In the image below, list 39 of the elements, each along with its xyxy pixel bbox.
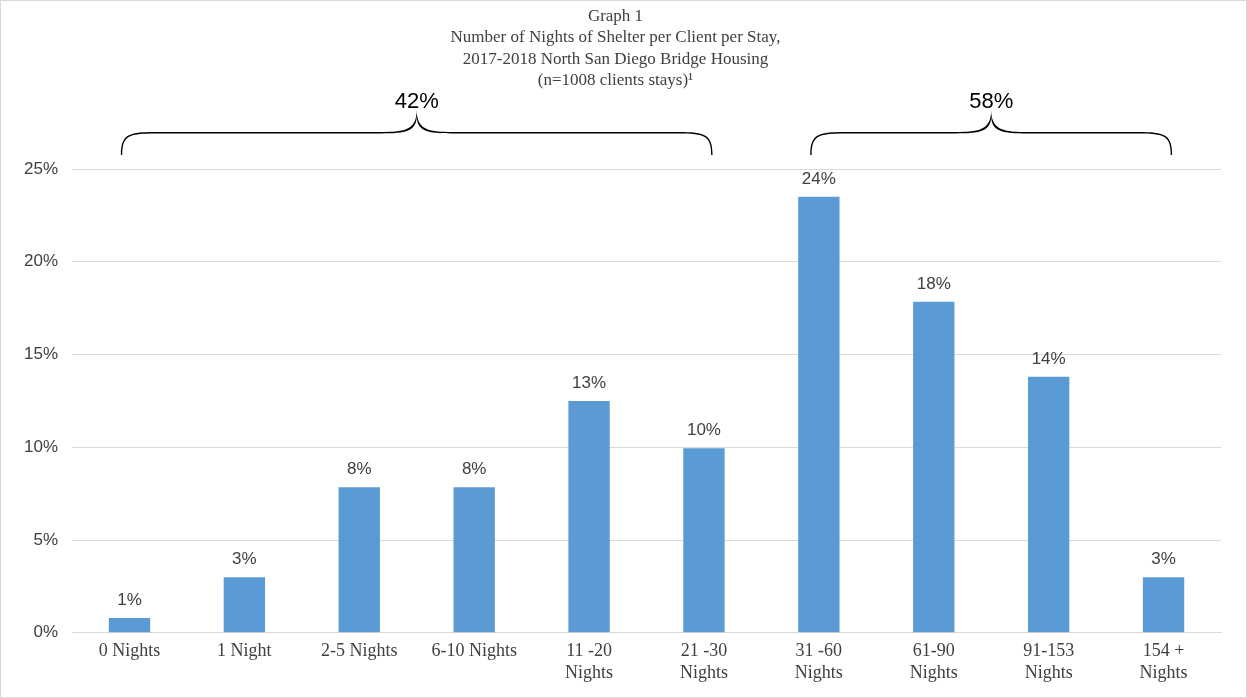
data-label: 18% xyxy=(916,273,951,293)
y-tick-label: 20% xyxy=(23,251,59,271)
x-tick-label: 31 -60 Nights xyxy=(794,640,843,682)
y-tick-label: 0% xyxy=(33,622,59,642)
x-tick-label: 1 Night xyxy=(217,640,272,661)
bar xyxy=(223,577,266,633)
x-tick-label: 6-10 Nights xyxy=(431,640,517,661)
bar xyxy=(683,448,725,633)
data-label: 10% xyxy=(686,420,721,440)
bar xyxy=(913,301,955,633)
x-tick-label: 21 -30 Nights xyxy=(679,640,728,682)
x-tick-label: 0 Nights xyxy=(98,640,161,661)
x-tick-label: 61-90 Nights xyxy=(909,640,958,682)
y-tick-label: 15% xyxy=(23,344,59,364)
data-label: 3% xyxy=(232,549,257,569)
bar xyxy=(108,617,151,633)
x-tick-label: 91-153 Nights xyxy=(1023,640,1075,682)
y-tick-label: 10% xyxy=(23,436,59,456)
chart-title: Graph 1 Number of Nights of Shelter per Client per Stay, 2017-2018 North San Diego Bridge Housing (n=1008 clients stays)¹ xyxy=(450,6,781,89)
data-label: 8% xyxy=(346,459,372,479)
x-tick-label: 154 + Nights xyxy=(1139,640,1188,682)
data-label: 14% xyxy=(1031,348,1066,368)
bar xyxy=(568,400,610,633)
bar xyxy=(453,487,495,633)
bar xyxy=(1027,376,1070,633)
y-tick-label: 5% xyxy=(33,529,59,549)
bar xyxy=(1142,577,1185,633)
data-label: 24% xyxy=(801,169,836,189)
data-label: 1% xyxy=(117,590,142,610)
data-label: 3% xyxy=(1151,549,1176,569)
bar xyxy=(798,196,840,633)
text: 58% xyxy=(969,88,1014,113)
y-tick-label: 25% xyxy=(23,158,59,178)
bar xyxy=(338,487,380,633)
x-tick-label: 11 -20 Nights xyxy=(565,640,614,682)
text: 42% xyxy=(394,88,439,113)
data-label: 13% xyxy=(572,373,607,393)
data-label: 8% xyxy=(461,459,487,479)
x-tick-label: 2-5 Nights xyxy=(321,640,398,661)
